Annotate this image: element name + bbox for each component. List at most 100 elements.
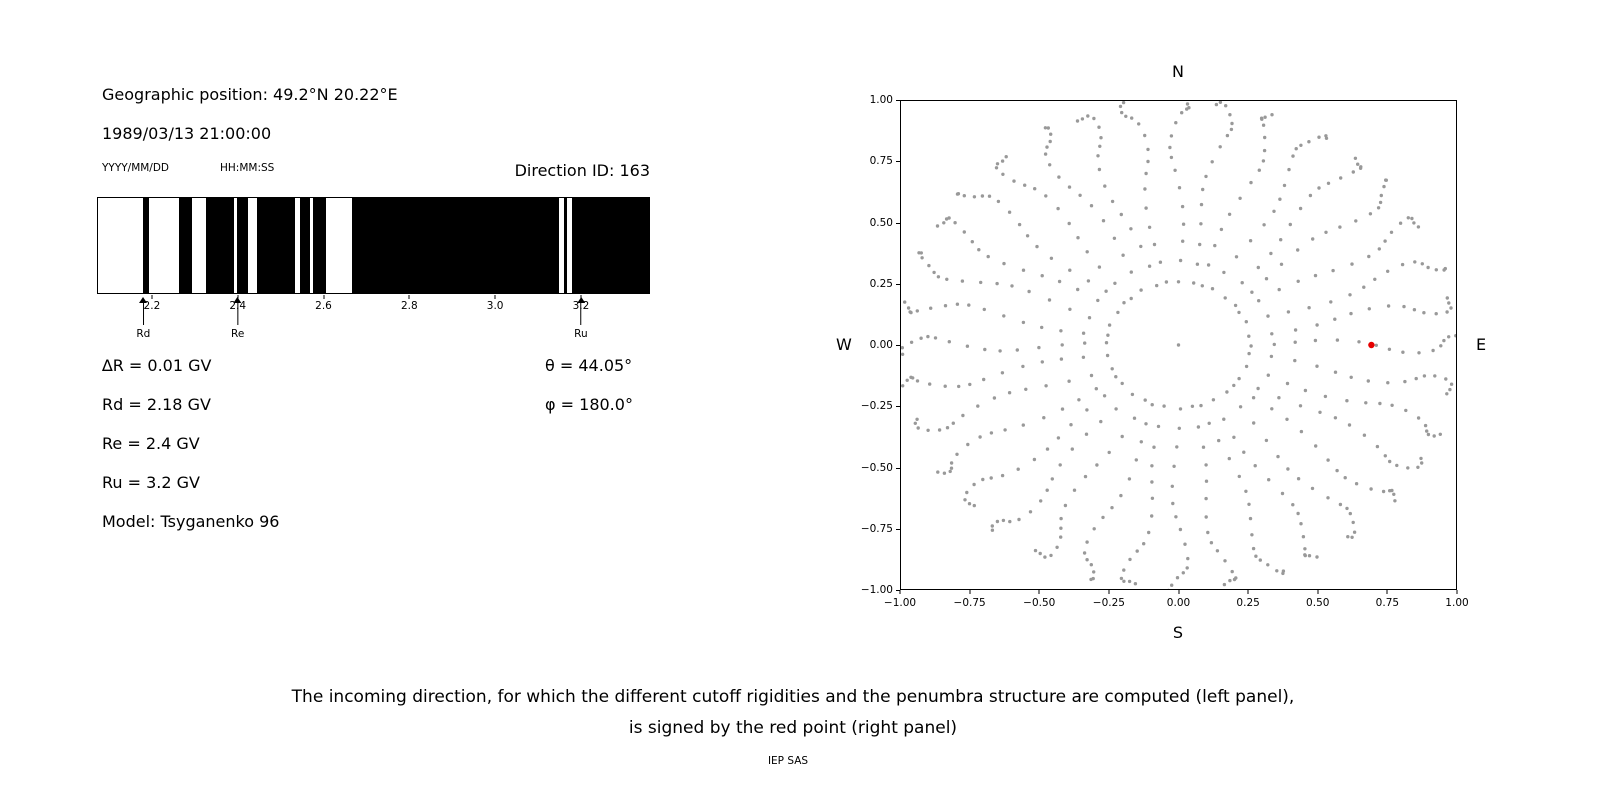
direction-dot xyxy=(919,336,923,340)
x-tick-label: 2.2 xyxy=(143,300,161,312)
direction-dot xyxy=(1198,242,1202,247)
penumbra-forbidden-band xyxy=(563,198,568,293)
direction-dot xyxy=(1092,570,1096,574)
direction-dot xyxy=(967,502,972,506)
direction-dot xyxy=(1401,350,1405,354)
direction-dot xyxy=(1170,583,1174,587)
direction-dot xyxy=(1169,134,1174,138)
direction-dot xyxy=(1406,216,1410,220)
direction-dot xyxy=(948,469,952,474)
direction-dot xyxy=(1059,526,1063,530)
direction-dot xyxy=(1099,419,1103,424)
direction-dot xyxy=(1000,371,1005,375)
direction-dot xyxy=(1177,186,1182,190)
direction-dot xyxy=(1044,384,1048,388)
direction-dot xyxy=(1324,136,1329,140)
direction-dot xyxy=(1270,407,1274,411)
direction-dot xyxy=(1240,281,1244,285)
direction-dot xyxy=(1438,432,1442,436)
direction-dot xyxy=(1433,374,1437,378)
direction-dot xyxy=(1286,310,1291,314)
direction-dot xyxy=(1238,405,1243,409)
direction-dot xyxy=(1318,410,1322,414)
scatter-canvas xyxy=(901,101,1456,589)
direction-dot xyxy=(1045,145,1049,149)
credit-label: IEP SAS xyxy=(767,755,809,767)
re-value: Re = 2.4 GV xyxy=(102,434,200,453)
direction-dot xyxy=(1266,563,1270,567)
direction-dot xyxy=(1215,549,1220,553)
direction-dot xyxy=(1237,474,1241,479)
direction-dot xyxy=(1351,520,1355,525)
direction-dot xyxy=(1406,466,1410,470)
direction-dot xyxy=(1116,310,1120,315)
direction-dot xyxy=(1089,373,1094,378)
x-tick-mark xyxy=(1038,590,1040,594)
direction-dot xyxy=(1181,571,1185,575)
direction-dot xyxy=(1078,193,1082,197)
direction-dot xyxy=(1223,559,1227,563)
direction-dot xyxy=(1049,553,1053,558)
direction-dot xyxy=(1070,447,1074,451)
direction-dot xyxy=(1251,546,1256,551)
direction-dot xyxy=(1442,338,1446,343)
direction-dot xyxy=(1077,398,1081,402)
direction-dot xyxy=(1012,179,1016,183)
direction-dot xyxy=(1056,206,1060,211)
direction-dot xyxy=(942,221,946,225)
direction-dot xyxy=(1080,117,1085,121)
delta-r-value: ∆R = 0.01 GV xyxy=(102,356,212,375)
direction-dot xyxy=(1185,102,1190,106)
direction-dot xyxy=(1279,238,1283,242)
y-tick-mark xyxy=(896,100,900,101)
direction-dot xyxy=(1339,176,1343,180)
direction-dot xyxy=(1076,236,1080,240)
direction-dot xyxy=(1048,139,1052,144)
direction-dot xyxy=(1103,184,1107,188)
direction-dot xyxy=(979,280,983,285)
geographic-position-label: Geographic position: 49.2°N 20.22°E xyxy=(102,85,398,104)
direction-dot xyxy=(1040,274,1044,278)
direction-dot xyxy=(1299,522,1303,526)
direction-dot xyxy=(1362,433,1367,437)
x-tick-mark xyxy=(1456,590,1458,594)
direction-dot xyxy=(945,426,950,430)
direction-dot xyxy=(1422,311,1426,315)
direction-dot xyxy=(909,375,913,379)
direction-dot xyxy=(1416,416,1421,420)
phi-value: φ = 180.0° xyxy=(545,395,633,414)
direction-dot xyxy=(1432,434,1436,438)
direction-dot xyxy=(1275,569,1279,573)
direction-dot xyxy=(1263,115,1267,119)
direction-dot xyxy=(1257,299,1261,303)
selected-direction-red-point xyxy=(1368,341,1375,349)
direction-dot xyxy=(1201,187,1205,192)
direction-dot xyxy=(1307,554,1312,558)
direction-dot xyxy=(953,221,957,225)
direction-dot xyxy=(928,382,932,386)
direction-dot xyxy=(1277,396,1281,400)
direction-dot xyxy=(1199,202,1204,207)
direction-dot xyxy=(901,346,904,350)
direction-dot xyxy=(1326,496,1330,500)
direction-dot xyxy=(1007,210,1012,214)
x-tick-label: 1.00 xyxy=(1445,597,1469,609)
direction-dot xyxy=(1247,351,1251,356)
direction-dot xyxy=(1242,450,1246,454)
direction-dot xyxy=(1110,367,1114,371)
direction-dot xyxy=(1315,364,1319,368)
direction-dot xyxy=(1375,444,1380,449)
direction-dot xyxy=(1443,266,1447,271)
direction-dot xyxy=(1389,230,1394,234)
direction-dot xyxy=(1266,373,1270,377)
direction-dot xyxy=(1045,447,1050,451)
direction-dot xyxy=(990,524,994,528)
direction-dot xyxy=(1249,344,1253,348)
direction-dot xyxy=(1296,511,1300,516)
direction-dot xyxy=(1296,279,1300,283)
direction-dot xyxy=(1121,101,1126,105)
direction-dot xyxy=(1326,458,1330,462)
direction-dot xyxy=(1101,219,1106,223)
direction-dot xyxy=(1204,515,1208,519)
direction-dot xyxy=(1139,440,1143,444)
